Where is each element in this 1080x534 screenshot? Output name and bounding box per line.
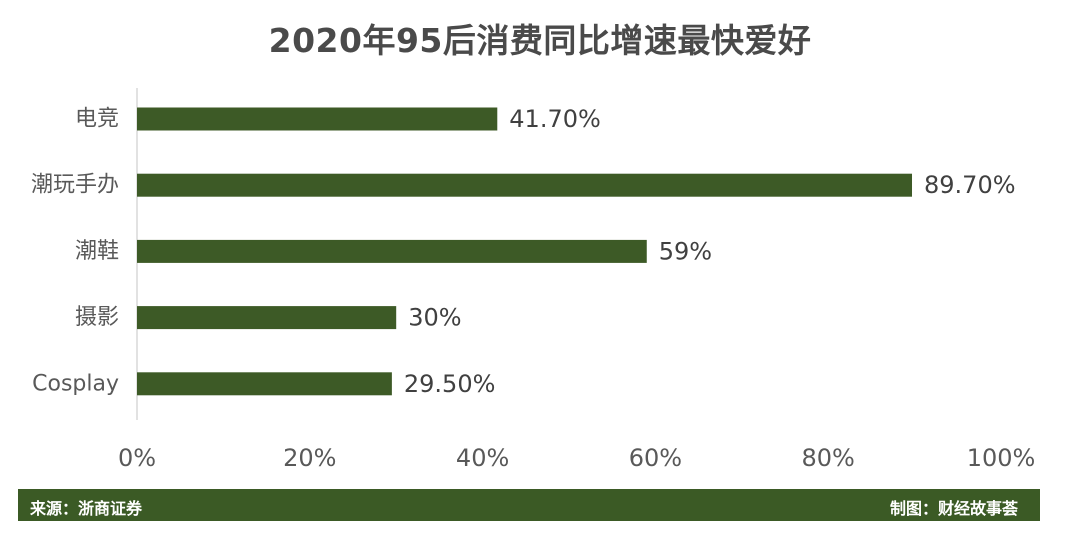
x-tick-label: 0%: [118, 444, 156, 472]
bar: [137, 306, 397, 330]
bar: [137, 372, 392, 396]
x-tick-label: 40%: [456, 444, 509, 472]
data-label: 29.50%: [404, 370, 496, 398]
category-label: 电竞: [75, 107, 119, 132]
x-tick-label: 60%: [629, 444, 682, 472]
data-label: 89.70%: [924, 171, 1016, 199]
bar-chart: 电竞 41.70% 潮玩手办 89.70% 潮鞋 59% 摄影 30% Cosplay 29.50…: [31, 88, 1036, 472]
source-label: 来源：浙商证券: [30, 499, 143, 518]
bar: [137, 173, 913, 197]
footer-bar: 来源：浙商证券 制图：财经故事荟: [18, 489, 1040, 521]
bar: [137, 239, 647, 263]
data-label: 30%: [408, 304, 461, 332]
data-label: 41.70%: [509, 105, 601, 133]
credit-label: 制图：财经故事荟: [889, 499, 1018, 518]
category-label: 潮玩手办: [31, 173, 119, 198]
chart-title: 2020年95后消费同比增速最快爱好: [268, 21, 812, 60]
x-tick-label: 80%: [802, 444, 855, 472]
x-tick-label: 100%: [967, 444, 1036, 472]
category-label: 潮鞋: [75, 239, 119, 264]
category-label: 摄影: [75, 305, 119, 330]
x-tick-label: 20%: [283, 444, 336, 472]
category-label: Cosplay: [32, 371, 119, 396]
bar: [137, 107, 498, 131]
data-label: 59%: [659, 237, 712, 265]
